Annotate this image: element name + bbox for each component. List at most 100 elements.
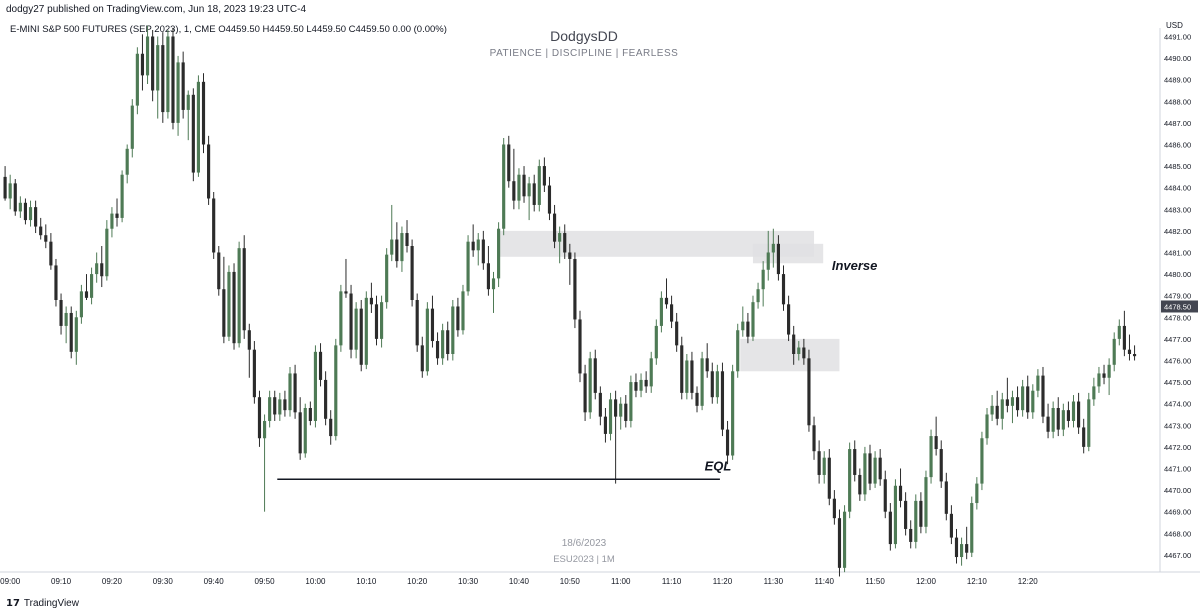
candle-body [64, 312, 68, 326]
time-tick-label: 11:40 [814, 577, 834, 586]
candle-44 [227, 265, 231, 342]
candle-body [430, 308, 435, 342]
candle-3 [18, 196, 22, 218]
candle-body [766, 252, 770, 270]
zone-2 [740, 338, 840, 372]
time-tick-label: 12:20 [1018, 577, 1039, 586]
candle-169 [863, 446, 867, 501]
candle-body [181, 62, 185, 110]
candle-99 [507, 135, 511, 188]
candle-body [1112, 338, 1116, 365]
candle-203 [1036, 369, 1040, 398]
candle-64 [329, 410, 333, 445]
candle-36 [186, 90, 190, 141]
candle-213 [1087, 392, 1091, 452]
candle-183 [934, 416, 938, 456]
annotation-eql: EQL [705, 459, 732, 474]
price-tick-label: 4487.00 [1164, 119, 1191, 128]
candle-body [207, 144, 211, 199]
candle-87 [446, 321, 450, 361]
candle-body [1010, 397, 1015, 406]
candle-196 [1000, 392, 1004, 430]
price-axis[interactable]: 4467.00 4468.00 4469.00 4470.00 4471.00 4472.… [1161, 32, 1198, 560]
candle-91 [466, 235, 470, 296]
candle-body [293, 373, 297, 413]
candle-102 [522, 166, 526, 203]
candle-body [756, 289, 760, 303]
candle-45 [232, 263, 236, 350]
candle-127 [649, 351, 653, 393]
candle-143 [731, 364, 735, 460]
candle-154 [787, 295, 791, 342]
candle-25 [130, 99, 134, 158]
candle-145 [741, 306, 745, 337]
price-tick-label: 4482.00 [1164, 227, 1191, 236]
candle-body [832, 498, 836, 519]
candle-33 [171, 27, 175, 130]
time-tick-label: 11:50 [865, 577, 885, 586]
candle-47 [242, 235, 246, 339]
candle-body [461, 291, 465, 331]
candle-124 [634, 373, 638, 398]
candle-body [28, 207, 33, 221]
candle-body [583, 373, 587, 413]
candle-body [486, 263, 490, 290]
candle-body [288, 373, 292, 411]
candle-body [191, 94, 195, 173]
candle-195 [995, 390, 999, 426]
candle-body [140, 53, 145, 76]
candle-5 [28, 200, 33, 227]
time-axis[interactable]: 09:00 09:10 09:20 09:30 09:40 09:50 10:00 10:10… [0, 577, 1038, 586]
candle-86 [441, 323, 445, 365]
candle-body [995, 405, 999, 419]
candle-114 [583, 364, 587, 421]
candle-body [110, 213, 114, 229]
candle-138 [705, 343, 709, 378]
candle-body [715, 371, 719, 398]
candle-body [257, 397, 262, 439]
candle-197 [1005, 377, 1009, 413]
candle-body [156, 45, 160, 91]
candle-52 [268, 390, 272, 428]
candle-167 [853, 440, 857, 482]
time-tick-label: 10:00 [305, 577, 326, 586]
candle-body [720, 371, 725, 430]
tradingview-branding[interactable]: 17 TradingView [6, 598, 79, 609]
candle-body [649, 358, 653, 387]
candle-43 [222, 256, 226, 344]
candle-body [395, 239, 399, 262]
candle-125 [639, 373, 643, 398]
candle-206 [1051, 401, 1055, 439]
candle-body [222, 289, 226, 337]
candle-body [130, 105, 134, 149]
candle-209 [1066, 401, 1070, 428]
candle-body [634, 382, 638, 391]
candle-28 [145, 25, 150, 84]
candle-24 [125, 144, 129, 184]
candle-body [603, 416, 608, 434]
price-tick-label: 4468.00 [1164, 529, 1191, 538]
candle-17 [90, 267, 94, 305]
publisher-line: dodgy27 published on TradingView.com, Ju… [6, 4, 307, 15]
candle-153 [781, 265, 786, 311]
price-tick-label: 4481.00 [1164, 248, 1191, 257]
candle-29 [151, 30, 155, 102]
candle-202 [1031, 384, 1035, 419]
candle-90 [461, 284, 465, 335]
candle-101 [517, 168, 521, 210]
candle-108 [552, 204, 557, 249]
candle-body [868, 453, 872, 484]
candle-150 [766, 230, 770, 281]
candle-42 [217, 246, 221, 296]
candle-157 [802, 338, 806, 365]
candle-30 [156, 36, 160, 119]
candle-body [1087, 399, 1091, 447]
candle-body [598, 392, 602, 417]
candle-body [252, 349, 256, 398]
candle-144 [736, 323, 740, 378]
candle-130 [664, 278, 669, 309]
candle-96 [491, 271, 496, 313]
candle-body [135, 53, 139, 106]
candle-166 [848, 442, 852, 519]
